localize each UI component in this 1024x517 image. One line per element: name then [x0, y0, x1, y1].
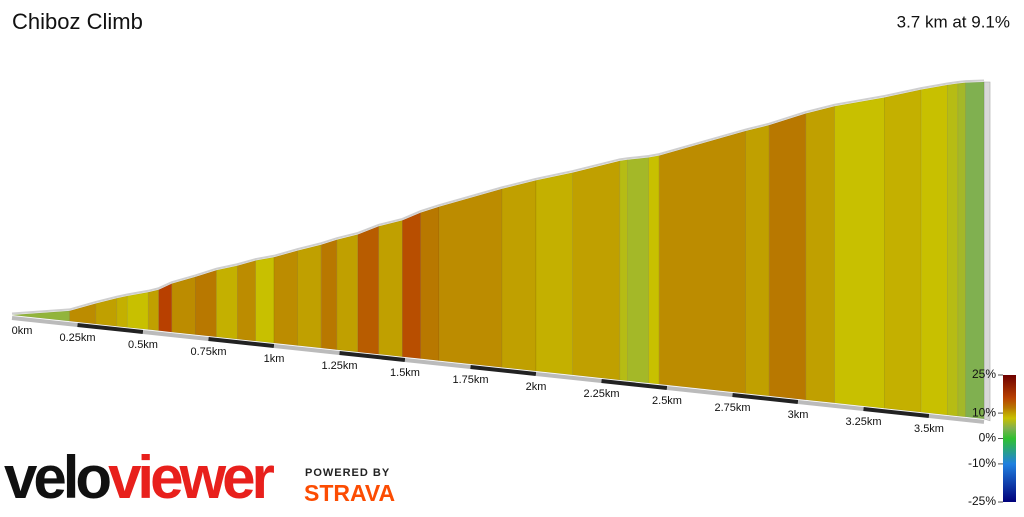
logo: veloviewer — [4, 444, 275, 511]
x-tick-label: 0.25km — [59, 332, 95, 344]
gradient-segment — [147, 289, 160, 332]
x-tick-label: 3.25km — [845, 416, 881, 428]
colorbar-label: -10% — [968, 456, 996, 470]
gradient-segment — [805, 105, 835, 404]
gradient-segment — [297, 244, 322, 349]
gradient-segment — [834, 97, 885, 409]
gradient-segment — [745, 124, 770, 397]
gradient-segment — [648, 155, 660, 385]
x-tick-label: 0.75km — [190, 346, 226, 358]
gradient-segment — [884, 89, 922, 413]
ruler-segment — [928, 414, 985, 424]
powered-by: POWERED BY — [305, 467, 390, 479]
gradient-segment — [95, 297, 118, 327]
gradient-segment — [320, 239, 338, 351]
gradient-segment — [965, 81, 985, 420]
gradient-segment — [357, 225, 380, 355]
ruler-segment — [273, 344, 340, 355]
gradient-segment — [255, 256, 275, 344]
chart-subtitle: 3.7 km at 9.1% — [897, 12, 1010, 31]
colorbar-label: 25% — [972, 367, 996, 381]
gradient-segment — [402, 212, 422, 360]
ruler-segment — [666, 386, 733, 397]
gradient-segment — [947, 83, 959, 417]
colorbar-label: 10% — [972, 405, 996, 419]
gradient-segment — [126, 291, 149, 330]
gradient-segment — [116, 295, 128, 328]
gradient-segment — [336, 234, 359, 353]
gradient-segment — [216, 265, 238, 340]
gradient-segment — [195, 269, 217, 338]
x-tick-label: 3.5km — [914, 423, 944, 435]
gradient-segment — [378, 220, 403, 358]
top-surface — [11, 79, 985, 315]
colorbar-label: 0% — [979, 431, 997, 445]
ruler-segment — [208, 337, 275, 348]
gradient-segment — [273, 250, 298, 346]
strava: STRAVA — [304, 480, 395, 506]
x-tick-label: 1.75km — [452, 374, 488, 386]
x-tick-label: 1.25km — [321, 360, 357, 372]
logo-right: viewer — [108, 444, 274, 511]
gradient-segment — [572, 160, 621, 381]
logo-left: velo — [4, 444, 110, 511]
gradient-segment — [158, 283, 173, 333]
chart-title: Chiboz Climb — [12, 9, 143, 34]
colorbar-label: -25% — [968, 494, 996, 508]
gradient-segment — [627, 157, 649, 384]
x-tick-label: 0km — [12, 325, 33, 337]
gradient-segment — [658, 130, 746, 394]
x-tick-label: 1.5km — [390, 367, 420, 379]
ruler-segment — [77, 323, 144, 334]
x-tick-label: 1km — [264, 353, 285, 365]
gradient-segment — [619, 159, 629, 382]
x-tick-label: 0.5km — [128, 339, 158, 351]
x-tick-label: 2.5km — [652, 395, 682, 407]
ruler-segment — [535, 372, 602, 383]
x-tick-label: 2.25km — [583, 388, 619, 400]
gradient-segment — [501, 180, 537, 372]
ruler-segment — [732, 393, 799, 404]
ruler-segment — [601, 379, 668, 390]
gradient-segment — [171, 276, 196, 335]
ruler-segment — [863, 407, 930, 418]
gradient-segment — [237, 260, 256, 342]
ruler-segment — [339, 351, 406, 362]
x-tick-label: 2km — [526, 381, 547, 393]
ruler-segment — [11, 316, 78, 327]
gradient-segment — [420, 206, 440, 361]
colorbar — [1003, 375, 1016, 502]
gradient-segment — [768, 113, 807, 401]
gradient-segment — [920, 84, 948, 416]
gradient-segment — [438, 188, 503, 368]
ruler-segment — [142, 330, 209, 341]
ruler-segment — [470, 365, 537, 376]
ruler-segment — [404, 358, 471, 369]
x-tick-label: 2.75km — [714, 402, 750, 414]
gradient-segment — [957, 82, 966, 418]
x-tick-label: 3km — [788, 409, 809, 421]
gradient-segment — [535, 172, 573, 376]
ruler-segment — [797, 400, 864, 411]
